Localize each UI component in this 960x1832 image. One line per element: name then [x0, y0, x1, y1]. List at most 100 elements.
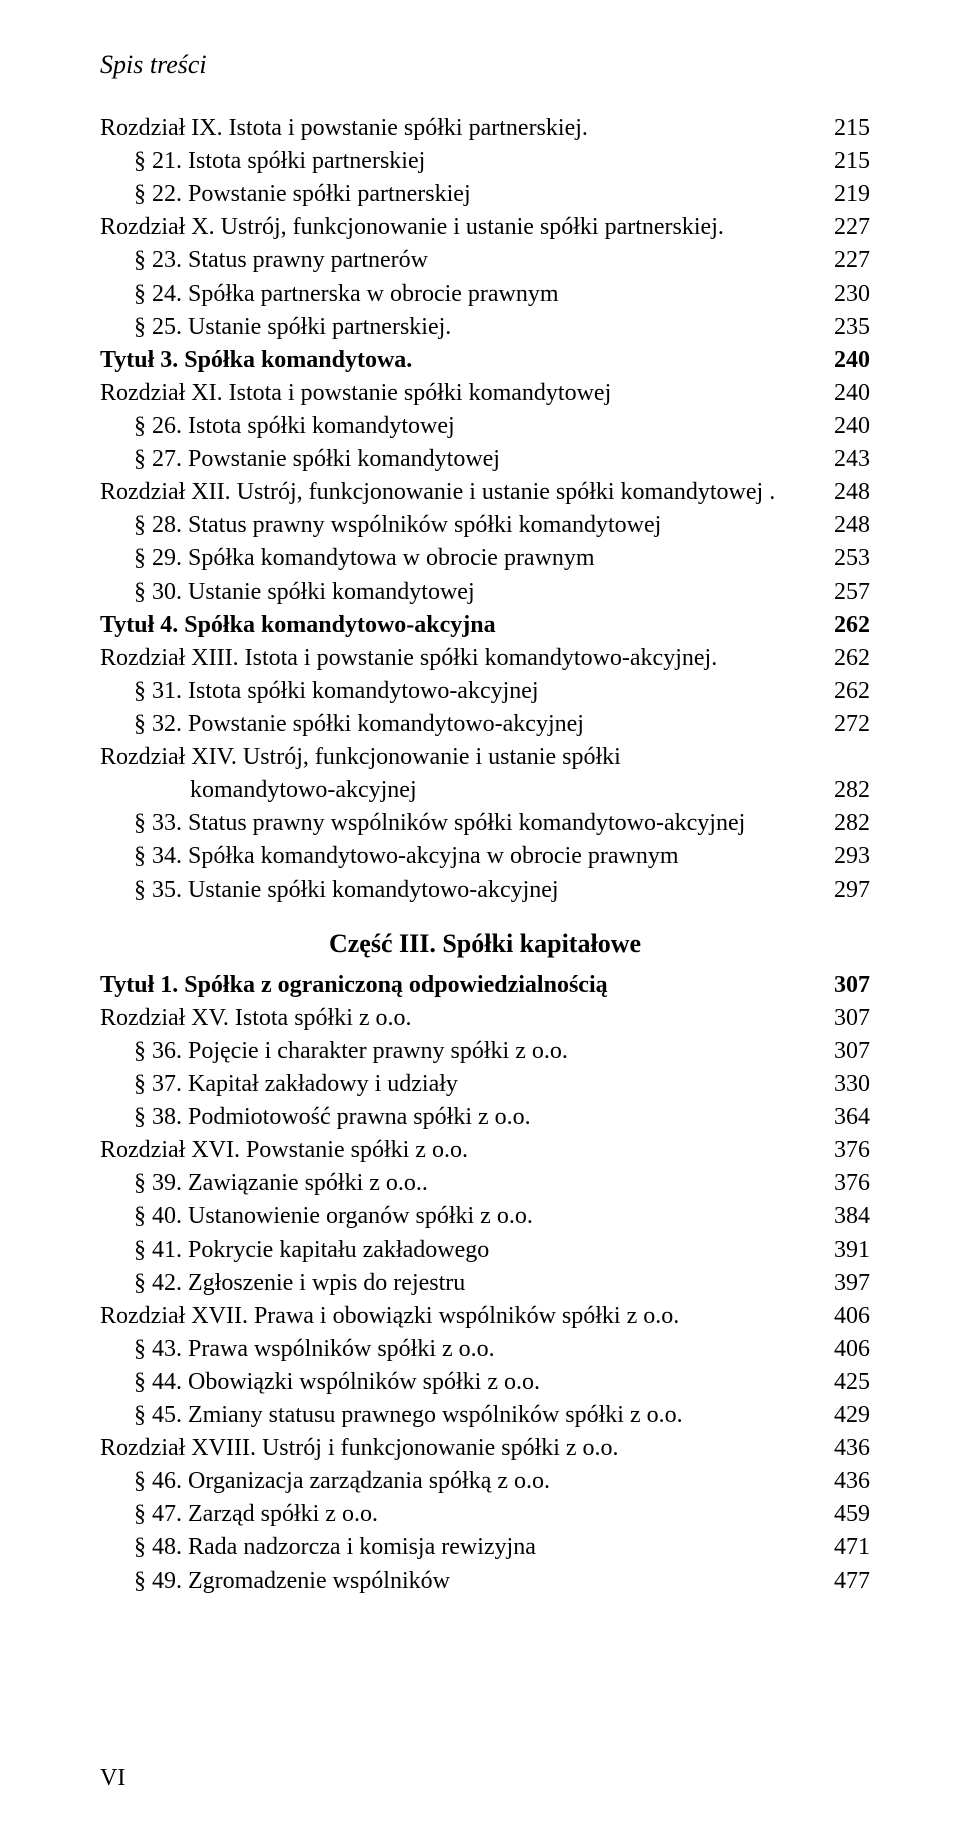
- toc-entry-text: § 22. Powstanie spółki partnerskiej: [100, 178, 471, 211]
- toc-entry: § 41. Pokrycie kapitału zakładowego391: [100, 1234, 870, 1267]
- toc-entry-text: Rozdział XVIII. Ustrój i funkcjonowanie …: [100, 1432, 619, 1465]
- toc-entry: § 21. Istota spółki partnerskiej215: [100, 145, 870, 178]
- toc-entry: § 36. Pojęcie i charakter prawny spółki …: [100, 1035, 870, 1068]
- toc-entry: § 45. Zmiany statusu prawnego wspólników…: [100, 1399, 870, 1432]
- toc-leader-dots: [667, 528, 808, 529]
- toc-entry: § 42. Zgłoszenie i wpis do rejestru 397: [100, 1267, 870, 1300]
- toc-entry-text: § 40. Ustanowienie organów spółki z o.o.: [100, 1200, 533, 1233]
- toc-entry: § 48. Rada nadzorcza i komisja rewizyjna…: [100, 1531, 870, 1564]
- toc-leader-dots: [781, 495, 808, 496]
- toc-leader-dots: [431, 164, 808, 165]
- toc-entry-page: 307: [814, 1035, 870, 1068]
- toc-leader-dots: [418, 363, 808, 364]
- toc-entry-page: 248: [814, 476, 870, 509]
- toc-entry: § 37. Kapitał zakładowy i udziały330: [100, 1068, 870, 1101]
- toc-entry: § 29. Spółka komandytowa w obrocie prawn…: [100, 542, 870, 575]
- toc-entry-page: 262: [814, 675, 870, 708]
- toc-entry-text: § 48. Rada nadzorcza i komisja rewizyjna: [100, 1531, 536, 1564]
- toc-entry-page: 376: [814, 1167, 870, 1200]
- toc-leader-dots: [594, 131, 808, 132]
- toc-entry: § 34. Spółka komandytowo-akcyjna w obroc…: [100, 840, 870, 873]
- page-container: Spis treści Rozdział IX. Istota i powsta…: [0, 0, 960, 1832]
- toc-entry: § 35. Ustanie spółki komandytowo-akcyjne…: [100, 874, 870, 907]
- toc-entry-page: 230: [814, 278, 870, 311]
- toc-entry-text: § 49. Zgromadzenie wspólników: [100, 1565, 450, 1598]
- toc-leader-dots: [477, 197, 808, 198]
- toc-entry-text: § 27. Powstanie spółki komandytowej: [100, 443, 500, 476]
- toc-leader-dots: [457, 330, 808, 331]
- toc-entry: § 46. Organizacja zarządzania spółką z o…: [100, 1465, 870, 1498]
- toc-entry: Rozdział XVIII. Ustrój i funkcjonowanie …: [100, 1432, 870, 1465]
- toc-entry: § 22. Powstanie spółki partnerskiej219: [100, 178, 870, 211]
- toc-leader-dots: [418, 1021, 808, 1022]
- toc-entry-text: Rozdział X. Ustrój, funkcjonowanie i ust…: [100, 211, 724, 244]
- toc-entry-text: § 37. Kapitał zakładowy i udziały: [100, 1068, 458, 1101]
- toc-leader-dots: [506, 462, 808, 463]
- toc-entry: § 26. Istota spółki komandytowej 240: [100, 410, 870, 443]
- toc-entry: § 32. Powstanie spółki komandytowo-akcyj…: [100, 708, 870, 741]
- toc-entry-page: 397: [814, 1267, 870, 1300]
- toc-leader-dots: [590, 727, 808, 728]
- toc-entry-text: § 34. Spółka komandytowo-akcyjna w obroc…: [100, 840, 679, 873]
- toc-entry-page: 384: [814, 1200, 870, 1233]
- toc-leader-dots: [685, 1319, 808, 1320]
- toc-entry-page: 376: [814, 1134, 870, 1167]
- toc-leader-dots: [474, 1153, 808, 1154]
- toc-leader-dots: [384, 1517, 808, 1518]
- toc-entry-page: 240: [814, 344, 870, 377]
- toc-leader-dots: [501, 1352, 808, 1353]
- toc-entry: § 44. Obowiązki wspólników spółki z o.o.…: [100, 1366, 870, 1399]
- toc-entry-page: 406: [814, 1300, 870, 1333]
- toc-entry: Rozdział IX. Istota i powstanie spółki p…: [100, 112, 870, 145]
- toc-entry-text: Tytuł 4. Spółka komandytowo-akcyjna: [100, 609, 496, 642]
- toc-entry-page: 262: [814, 642, 870, 675]
- toc-block-upper: Rozdział IX. Istota i powstanie spółki p…: [100, 112, 870, 907]
- toc-entry-text: Rozdział XI. Istota i powstanie spółki k…: [100, 377, 611, 410]
- toc-entry-text: § 44. Obowiązki wspólników spółki z o.o.: [100, 1366, 540, 1399]
- toc-entry-page: 227: [814, 211, 870, 244]
- toc-entry-page: 215: [814, 112, 870, 145]
- toc-entry-text: § 42. Zgłoszenie i wpis do rejestru: [100, 1267, 465, 1300]
- toc-entry-text: § 29. Spółka komandytowa w obrocie prawn…: [100, 542, 595, 575]
- toc-leader-dots: [434, 1186, 808, 1187]
- toc-entry-page: 235: [814, 311, 870, 344]
- toc-entry: Rozdział XIII. Istota i powstanie spółki…: [100, 642, 870, 675]
- toc-leader-dots: [461, 429, 808, 430]
- toc-leader-dots: [565, 297, 808, 298]
- toc-entry-text: § 25. Ustanie spółki partnerskiej.: [100, 311, 451, 344]
- toc-entry-text: § 32. Powstanie spółki komandytowo-akcyj…: [100, 708, 584, 741]
- toc-entry: Rozdział XII. Ustrój, funkcjonowanie i u…: [100, 476, 870, 509]
- toc-entry: § 38. Podmiotowość prawna spółki z o.o.3…: [100, 1101, 870, 1134]
- toc-entry: komandytowo-akcyjnej282: [100, 774, 870, 807]
- toc-entry-page: 240: [814, 410, 870, 443]
- toc-entry-text: Rozdział IX. Istota i powstanie spółki p…: [100, 112, 588, 145]
- toc-entry-text: § 26. Istota spółki komandytowej: [100, 410, 455, 443]
- toc-leader-dots: [751, 826, 808, 827]
- toc-entry: § 39. Zawiązanie spółki z o.o.. 376: [100, 1167, 870, 1200]
- toc-entry-text: Rozdział XV. Istota spółki z o.o.: [100, 1002, 412, 1035]
- toc-entry-text: § 41. Pokrycie kapitału zakładowego: [100, 1234, 489, 1267]
- toc-entry-page: 282: [814, 774, 870, 807]
- toc-entry-page: 243: [814, 443, 870, 476]
- toc-entry-text: § 30. Ustanie spółki komandytowej: [100, 576, 475, 609]
- toc-leader-dots: [495, 1253, 808, 1254]
- page-title: Spis treści: [100, 50, 870, 80]
- toc-entry: Rozdział XI. Istota i powstanie spółki k…: [100, 377, 870, 410]
- toc-entry-text: § 36. Pojęcie i charakter prawny spółki …: [100, 1035, 568, 1068]
- toc-entry-page: 253: [814, 542, 870, 575]
- toc-entry-text: Rozdział XII. Ustrój, funkcjonowanie i u…: [100, 476, 775, 509]
- toc-entry-text: § 33. Status prawny wspólników spółki ko…: [100, 807, 745, 840]
- toc-entry-text: § 39. Zawiązanie spółki z o.o..: [100, 1167, 428, 1200]
- toc-leader-dots: [464, 1087, 808, 1088]
- toc-entry-text: § 35. Ustanie spółki komandytowo-akcyjne…: [100, 874, 559, 907]
- toc-leader-dots: [423, 793, 808, 794]
- toc-leader-dots: [685, 859, 808, 860]
- toc-leader-dots: [434, 263, 808, 264]
- toc-entry: Tytuł 1. Spółka z ograniczoną odpowiedzi…: [100, 969, 870, 1002]
- toc-entry: § 31. Istota spółki komandytowo-akcyjnej…: [100, 675, 870, 708]
- toc-entry: § 47. Zarząd spółki z o.o.459: [100, 1498, 870, 1531]
- part-heading: Część III. Spółki kapitałowe: [100, 929, 870, 959]
- toc-entry: § 28. Status prawny wspólników spółki ko…: [100, 509, 870, 542]
- toc-entry-page: 282: [814, 807, 870, 840]
- toc-entry: Rozdział X. Ustrój, funkcjonowanie i ust…: [100, 211, 870, 244]
